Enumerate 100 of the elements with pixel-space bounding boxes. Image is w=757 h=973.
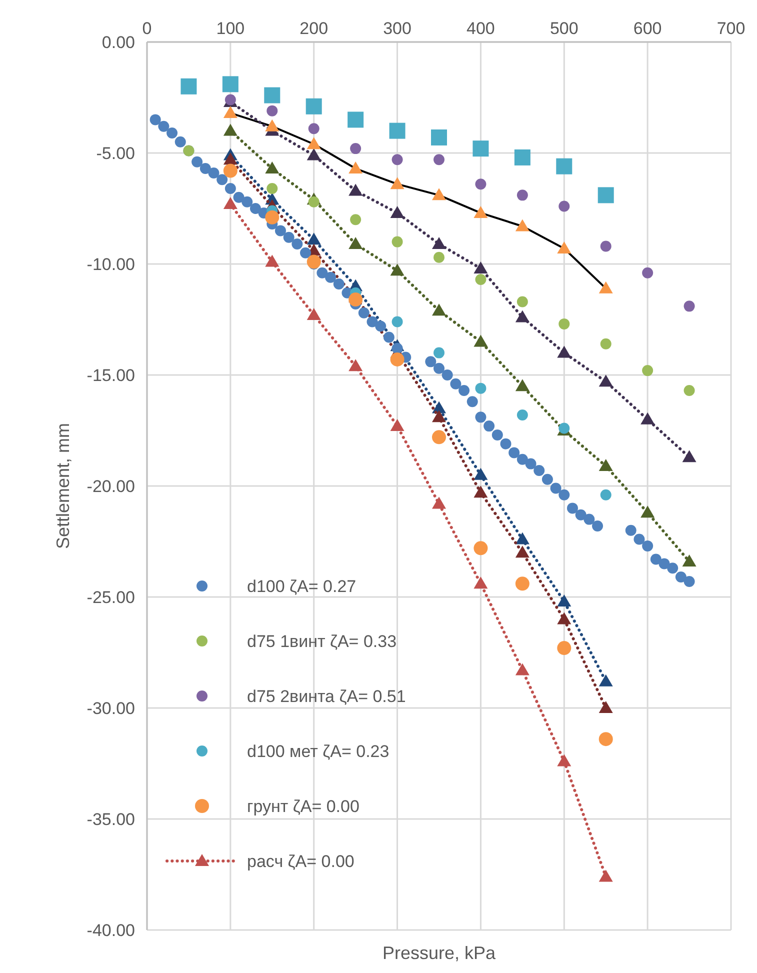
point: [557, 594, 572, 606]
point: [265, 254, 280, 267]
point: [434, 362, 444, 374]
point: [625, 524, 636, 536]
point: [515, 379, 530, 392]
legend-label: d75 1винт ζA= 0.33: [247, 632, 397, 651]
point: [592, 520, 604, 532]
legend-label: расч ζA= 0.00: [247, 852, 354, 871]
point: [358, 307, 370, 318]
point: [598, 732, 613, 746]
y-tick-label: -5.00: [96, 144, 135, 163]
x-tick-label: 400: [466, 19, 495, 38]
point: [682, 450, 696, 462]
point: [166, 128, 178, 139]
point: [180, 78, 197, 94]
point: [516, 454, 528, 465]
point: [640, 412, 655, 424]
point: [474, 206, 488, 218]
point: [575, 509, 586, 520]
point: [158, 120, 170, 132]
x-tick-label: 300: [383, 19, 412, 38]
point: [392, 342, 403, 354]
point: [472, 140, 489, 157]
point: [432, 188, 446, 200]
point: [283, 232, 294, 243]
point: [558, 489, 570, 500]
point: [557, 641, 572, 656]
point: [466, 396, 478, 408]
point: [292, 238, 303, 250]
x-axis-title: Pressure, kPa: [382, 943, 497, 963]
point: [308, 123, 320, 134]
point: [300, 247, 312, 258]
point: [366, 316, 378, 328]
point: [516, 296, 528, 308]
point: [233, 192, 244, 203]
point: [542, 474, 553, 485]
point: [598, 281, 613, 294]
point: [390, 206, 404, 218]
point: [222, 76, 238, 92]
point: [274, 225, 286, 236]
legend-label: d100 мет ζA= 0.23: [247, 742, 390, 761]
point: [684, 300, 695, 312]
point: [383, 332, 394, 343]
point: [650, 554, 662, 565]
point: [375, 320, 386, 332]
point: [242, 196, 253, 208]
point: [508, 447, 520, 458]
point: [264, 87, 280, 104]
point: [348, 359, 363, 372]
point: [224, 183, 236, 194]
point: [474, 486, 488, 498]
point: [223, 106, 238, 118]
y-tick-label: -20.00: [86, 477, 135, 496]
point: [558, 200, 570, 212]
point: [223, 152, 238, 165]
point: [174, 136, 186, 148]
point: [265, 119, 280, 132]
point: [250, 203, 261, 214]
point: [333, 278, 344, 290]
point: [525, 458, 536, 470]
point: [642, 267, 654, 278]
point: [325, 272, 336, 283]
point: [392, 236, 403, 248]
point: [474, 541, 488, 556]
x-tick-label: 700: [716, 19, 746, 38]
point: [515, 532, 530, 544]
point: [316, 267, 328, 278]
point: [558, 318, 570, 330]
point: [223, 164, 238, 178]
point: [390, 352, 404, 366]
point: [634, 534, 645, 545]
point: [598, 701, 613, 713]
point: [458, 385, 470, 396]
point: [474, 334, 488, 347]
point: [584, 514, 595, 525]
point: [682, 554, 696, 566]
y-tick-label: -15.00: [86, 366, 135, 385]
point: [515, 576, 530, 591]
point: [348, 112, 364, 128]
point: [392, 154, 403, 166]
point: [500, 438, 512, 450]
point: [658, 558, 670, 570]
point: [431, 129, 447, 146]
point: [150, 114, 161, 126]
point: [266, 183, 278, 194]
y-tick-label: -25.00: [86, 588, 135, 607]
point: [192, 156, 203, 168]
point: [475, 178, 486, 190]
point: [308, 196, 320, 208]
point: [684, 576, 695, 587]
point: [514, 149, 530, 166]
x-tick-label: 100: [216, 19, 245, 38]
point: [492, 429, 503, 440]
point: [348, 184, 363, 196]
point: [475, 274, 486, 286]
point: [642, 540, 654, 552]
point: [475, 412, 486, 423]
point: [266, 105, 278, 116]
point: [306, 232, 321, 245]
point: [200, 163, 211, 174]
